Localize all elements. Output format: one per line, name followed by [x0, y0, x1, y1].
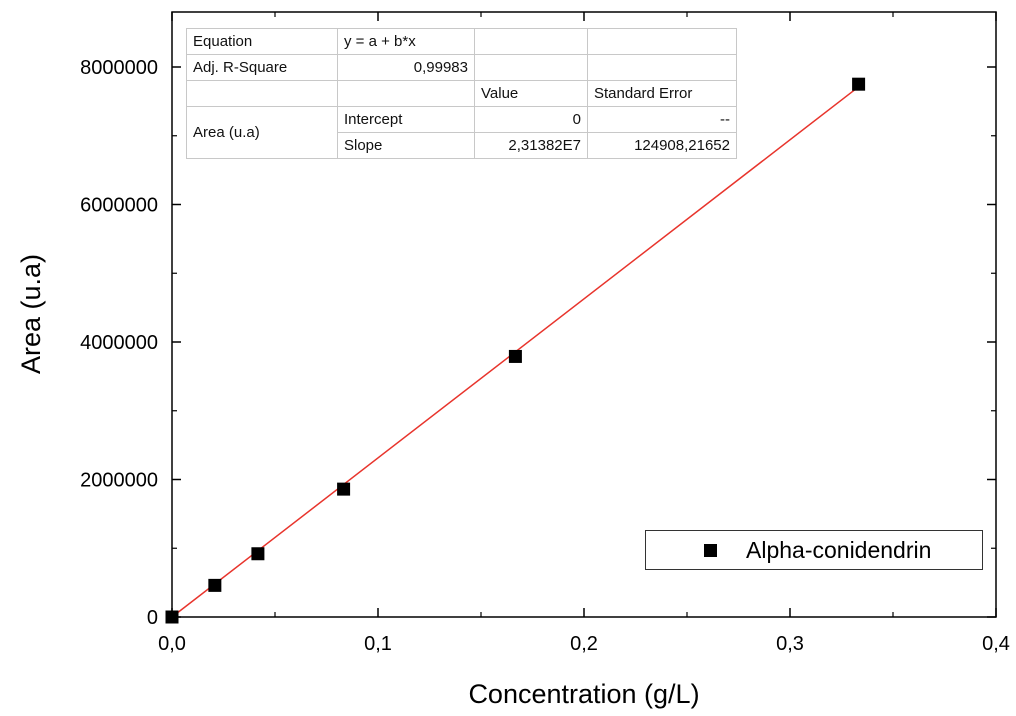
- std-error-header: Standard Error: [587, 80, 737, 107]
- intercept-label: Intercept: [337, 106, 475, 133]
- table-row: Slope 2,31382E7 124908,21652: [187, 132, 737, 159]
- data-point: [337, 482, 351, 496]
- x-tick-label: 0,3: [776, 633, 804, 655]
- intercept-error: --: [587, 106, 737, 133]
- data-point: [852, 77, 866, 91]
- x-tick-label: 0,2: [570, 633, 598, 655]
- row-group-label: Area (u.a): [186, 106, 338, 159]
- empty-cell: [337, 80, 475, 107]
- empty-cell: [474, 28, 588, 55]
- y-tick-label: 4000000: [80, 332, 158, 354]
- y-tick-label: 0: [147, 607, 158, 629]
- value-header: Value: [474, 80, 588, 107]
- empty-cell: [587, 28, 737, 55]
- intercept-value: 0: [474, 106, 588, 133]
- legend-label: Alpha-conidendrin: [746, 537, 932, 563]
- y-tick-label: 8000000: [80, 57, 158, 79]
- slope-value: 2,31382E7: [474, 132, 588, 159]
- equation-label: Equation: [186, 28, 338, 55]
- legend: Alpha-conidendrin: [645, 530, 983, 570]
- data-point: [165, 610, 179, 624]
- data-point: [251, 547, 265, 561]
- adj-r-square-value: 0,99983: [337, 54, 475, 81]
- empty-cell: [587, 54, 737, 81]
- table-row: Adj. R-Square 0,99983: [186, 54, 737, 81]
- data-point: [508, 349, 522, 363]
- data-points: [165, 77, 866, 624]
- table-row: Area (u.a) Intercept 0 --: [186, 106, 737, 159]
- tick-labels: 0,0 0,1 0,2 0,3 0,4 0 2000000 4000000 6000000 800…: [80, 57, 1010, 655]
- data-point: [208, 578, 222, 592]
- empty-cell: [186, 80, 338, 107]
- slope-label: Slope: [337, 132, 475, 159]
- adj-r-square-label: Adj. R-Square: [186, 54, 338, 81]
- y-tick-label: 2000000: [80, 470, 158, 492]
- fit-results-table: Equation y = a + b*x Adj. R-Square 0,999…: [186, 28, 737, 159]
- table-row: Value Standard Error: [186, 80, 737, 107]
- empty-cell: [474, 54, 588, 81]
- equation-value: y = a + b*x: [337, 28, 475, 55]
- legend-marker-square: [704, 544, 717, 557]
- table-row: Equation y = a + b*x: [186, 28, 737, 55]
- axis-ticks: [171, 12, 997, 618]
- x-tick-label: 0,0: [158, 633, 186, 655]
- x-tick-label: 0,1: [364, 633, 392, 655]
- y-tick-label: 6000000: [80, 195, 158, 217]
- x-axis-title: Concentration (g/L): [468, 679, 699, 709]
- y-axis-title: Area (u.a): [16, 254, 46, 374]
- x-tick-label: 0,4: [982, 633, 1010, 655]
- slope-error: 124908,21652: [587, 132, 737, 159]
